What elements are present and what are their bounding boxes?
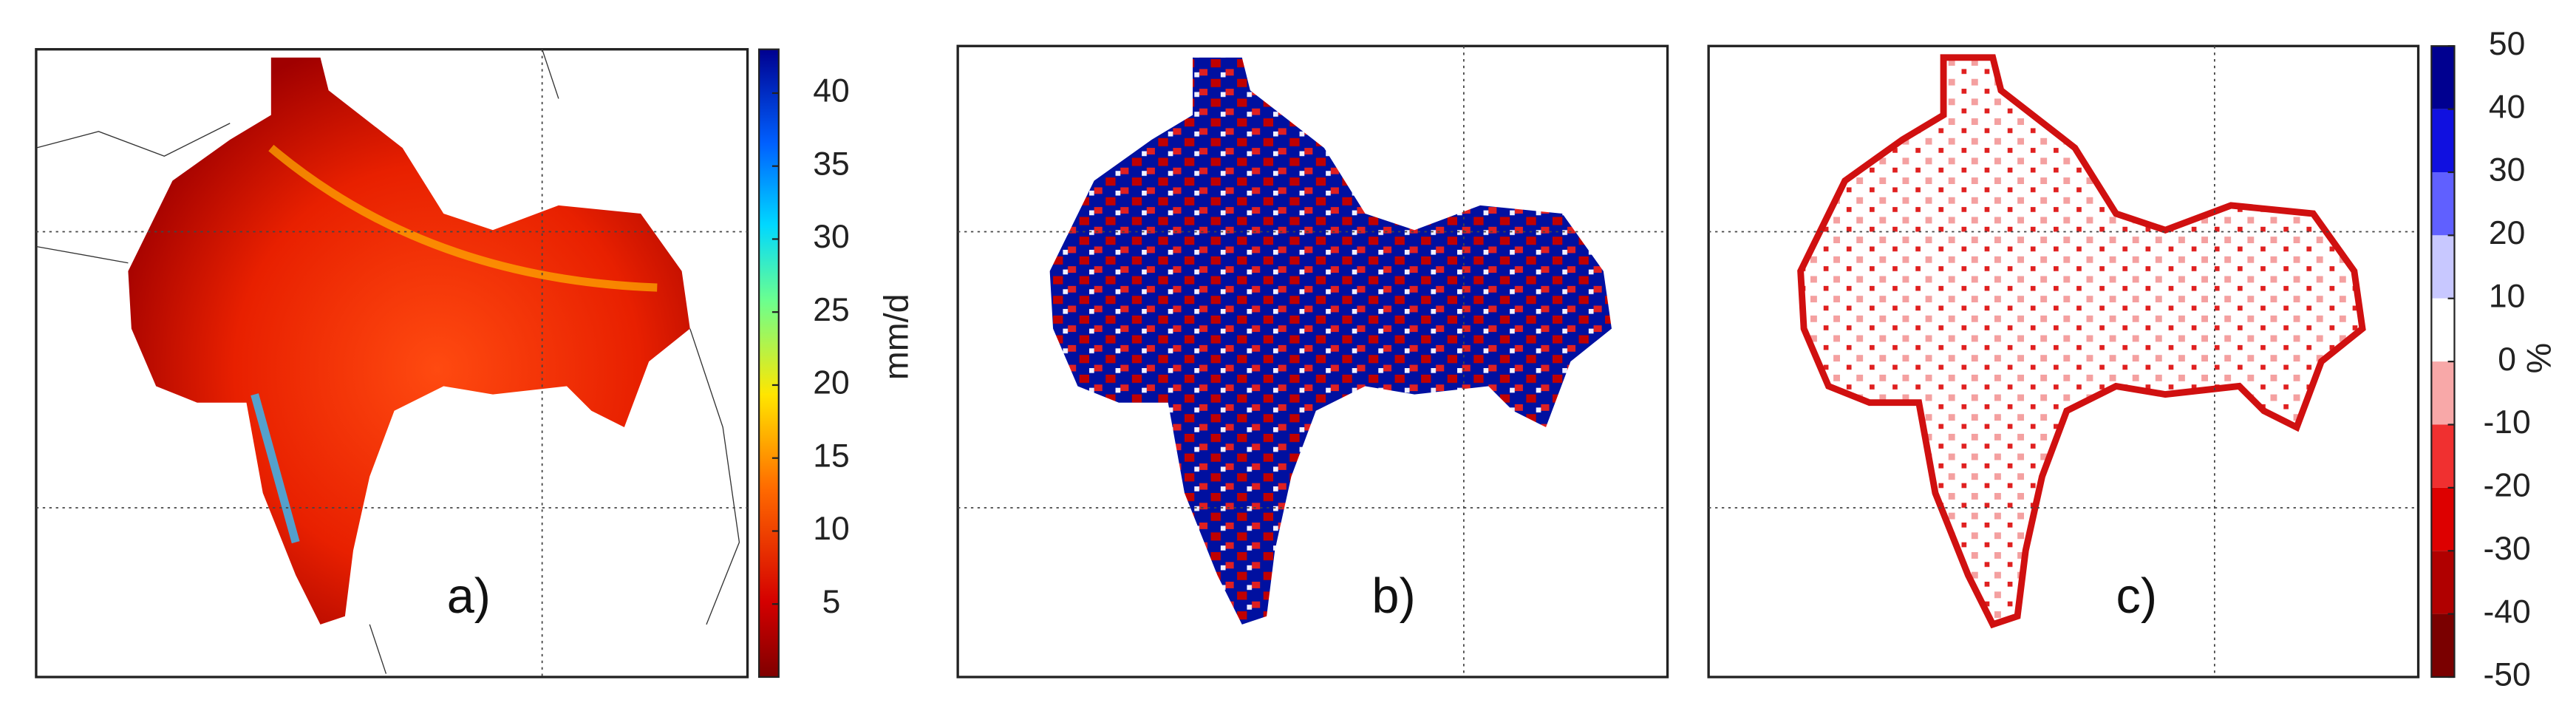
panel-c: c) (1707, 44, 2420, 679)
colorbar-bin (2431, 298, 2455, 362)
colorbar-bin (2431, 424, 2455, 488)
tick-label: -40 (2484, 594, 2531, 630)
tick-label: 10 (813, 511, 849, 547)
colorbar-label: mm/d (876, 293, 915, 380)
tick-label: 30 (813, 219, 849, 255)
tick-label: 20 (2489, 215, 2525, 251)
tick-label: 40 (813, 73, 849, 109)
tick-label: -50 (2484, 657, 2531, 693)
panel-a: a) (35, 48, 749, 679)
tick-label: 35 (813, 146, 849, 182)
map-highlight (268, 144, 658, 292)
colorbar-label: % (2520, 343, 2558, 373)
colorbar-bin (2431, 613, 2455, 677)
tick-label: 40 (2489, 89, 2525, 125)
tick-label: -30 (2484, 531, 2531, 567)
panel-label: b) (1372, 569, 1415, 624)
map-highlight (251, 393, 300, 544)
panel-label: a) (447, 569, 491, 624)
tick-label: 25 (813, 292, 849, 328)
colorbar-bin (2431, 171, 2455, 236)
panel-b: b) (956, 44, 1669, 679)
tick-label: 10 (2489, 278, 2525, 314)
colorbar-bin (2431, 46, 2455, 109)
colorbar-bin (2431, 235, 2455, 299)
tick-label: 20 (813, 365, 849, 401)
tick-label: 50 (2489, 26, 2525, 62)
colorbar-bin (2431, 361, 2455, 425)
panel-label: c) (2116, 569, 2158, 624)
coastline (35, 49, 740, 674)
colorbar (758, 48, 780, 679)
tick-label: 0 (2498, 341, 2516, 378)
tick-label: -20 (2484, 468, 2531, 504)
colorbar-bin (2431, 109, 2455, 172)
colorbar-bin (2431, 487, 2455, 551)
tick-label: 30 (2489, 152, 2525, 188)
tick-label: 15 (813, 438, 849, 474)
tick-label: -10 (2484, 404, 2531, 441)
tick-label: 5 (822, 584, 841, 620)
colorbar-bin (2431, 551, 2455, 614)
